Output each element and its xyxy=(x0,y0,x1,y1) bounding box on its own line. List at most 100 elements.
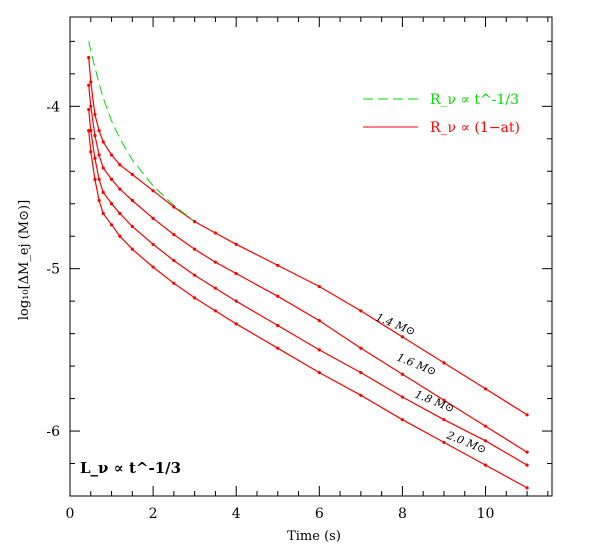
data-point xyxy=(151,265,155,269)
data-point xyxy=(442,440,446,445)
curve-label-1-4: 1.4 M⊙ xyxy=(374,311,417,339)
series-line-1 xyxy=(88,85,528,453)
data-point xyxy=(89,80,93,84)
data-point xyxy=(317,319,321,323)
luminosity-annotation: L_ν ∝ t^-1/3 xyxy=(80,459,181,477)
data-point xyxy=(87,129,91,133)
data-point xyxy=(442,361,446,365)
data-point xyxy=(317,370,321,375)
data-point xyxy=(234,242,238,246)
y-axis-title: log₁₀[ΔM_ej (M⊙)] xyxy=(17,200,32,320)
data-point xyxy=(317,284,321,289)
data-point xyxy=(118,234,122,238)
data-point xyxy=(172,232,176,237)
data-point xyxy=(151,242,155,246)
data-point xyxy=(109,202,114,206)
data-point xyxy=(193,219,197,224)
data-point xyxy=(359,393,363,397)
data-point xyxy=(101,190,105,194)
data-point xyxy=(93,156,97,160)
data-point xyxy=(87,107,91,112)
data-point xyxy=(109,177,114,181)
data-point xyxy=(151,216,155,220)
data-point xyxy=(234,299,238,303)
data-point xyxy=(442,418,446,422)
data-point xyxy=(193,247,197,251)
data-point xyxy=(483,463,488,467)
data-point xyxy=(118,187,122,191)
data-point xyxy=(359,346,363,350)
data-point xyxy=(400,372,405,376)
data-point xyxy=(97,153,101,157)
data-point xyxy=(193,273,197,277)
axis-ticks xyxy=(69,17,552,497)
data-point xyxy=(442,398,446,402)
data-point xyxy=(483,424,488,428)
data-point xyxy=(93,177,97,181)
data-point xyxy=(525,450,529,454)
data-point xyxy=(359,370,363,375)
data-point xyxy=(118,211,122,216)
series-line-2 xyxy=(88,109,528,466)
markers xyxy=(87,55,529,490)
x-tick-label: 8 xyxy=(398,506,407,522)
x-tick-label: 4 xyxy=(232,506,241,522)
data-point xyxy=(93,133,97,138)
data-point xyxy=(101,140,105,144)
y-tick-label: -6 xyxy=(46,424,60,440)
series-line-3 xyxy=(88,130,528,489)
data-point xyxy=(118,163,122,167)
plot-frame xyxy=(69,16,553,497)
data-point xyxy=(97,129,101,133)
data-point xyxy=(276,263,280,268)
data-point xyxy=(483,439,488,443)
series-line-4 xyxy=(88,41,196,222)
data-point xyxy=(525,463,529,467)
series-line-0 xyxy=(88,57,528,416)
data-point xyxy=(172,281,176,285)
data-point xyxy=(172,258,176,263)
data-point xyxy=(400,395,405,399)
data-point xyxy=(130,198,134,203)
data-point xyxy=(130,224,134,229)
x-tick-label: 6 xyxy=(315,506,324,522)
curve-label-2-0: 2.0 M⊙ xyxy=(444,428,488,456)
data-point xyxy=(97,177,101,181)
data-point xyxy=(483,387,488,391)
data-point xyxy=(87,55,91,60)
data-point xyxy=(400,335,405,339)
data-point xyxy=(130,247,134,251)
data-point xyxy=(317,348,321,352)
data-point xyxy=(93,112,97,117)
data-point xyxy=(89,104,93,108)
data-point xyxy=(400,418,405,422)
data-point xyxy=(213,309,218,313)
data-point xyxy=(87,83,91,87)
y-axis-title-text: log₁₀[ΔM_ej (M⊙)] xyxy=(17,200,32,320)
x-tick-label: 0 xyxy=(66,506,75,522)
tick-labels: 0 2 4 6 8 10 -4 -5 -6 xyxy=(46,99,494,522)
data-point xyxy=(109,153,114,157)
data-point xyxy=(213,286,218,290)
data-point xyxy=(101,211,105,216)
data-point xyxy=(89,150,93,154)
legend: R_ν ∝ t^-1/3 R_ν ∝ (1−at) xyxy=(363,92,520,136)
data-point xyxy=(234,322,238,326)
data-point xyxy=(101,166,105,170)
legend-label-2: R_ν ∝ (1−at) xyxy=(430,120,520,136)
legend-label-1: R_ν ∝ t^-1/3 xyxy=(430,92,519,108)
x-axis-title: Time (s) xyxy=(287,529,341,544)
data-point xyxy=(213,231,218,235)
x-tick-label: 2 xyxy=(149,506,158,522)
data-point xyxy=(276,323,280,328)
data-point xyxy=(97,198,101,203)
data-point xyxy=(193,296,197,300)
data-point xyxy=(151,189,155,193)
data-point xyxy=(525,413,529,417)
data-point xyxy=(130,172,134,177)
x-tick-label: 10 xyxy=(477,506,495,522)
data-point xyxy=(276,346,280,350)
data-point xyxy=(276,294,280,298)
data-point xyxy=(234,271,238,276)
data-point xyxy=(213,260,218,264)
